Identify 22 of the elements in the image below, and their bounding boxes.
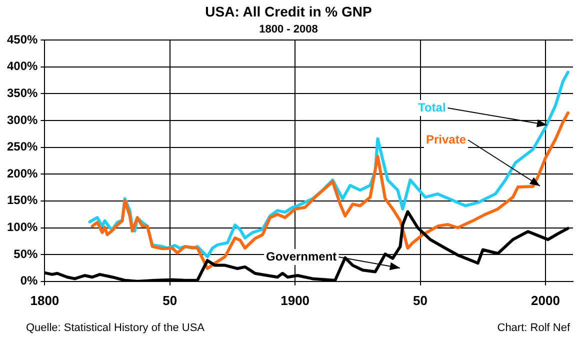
y-tick-label: 150% <box>6 193 38 208</box>
text: Total <box>418 100 446 114</box>
x-tick-label: 1900 <box>280 292 310 308</box>
y-tick-label: 250% <box>6 140 38 154</box>
x-tick-label: 50 <box>413 292 428 308</box>
text: Private <box>426 132 466 146</box>
chart-subtitle: 1800 - 2008 <box>259 23 318 36</box>
chart-title: USA: All Credit in % GNP <box>205 3 372 20</box>
x-tick-label: 2000 <box>530 292 560 308</box>
y-tick-label: 400% <box>6 59 38 74</box>
x-tick-label: 1800 <box>30 292 60 308</box>
y-tick-label: 350% <box>6 86 38 100</box>
text: Chart: Rolf Nef <box>497 322 571 334</box>
y-tick-label: 0% <box>20 274 38 288</box>
y-tick-label: 50% <box>14 246 38 261</box>
source-note: Quelle: Statistical History of the USA <box>26 322 206 334</box>
y-tick-label: 200% <box>6 166 38 180</box>
y-tick-label: 450% <box>6 32 38 46</box>
y-tick-label: 100% <box>6 220 38 234</box>
series-label: Government <box>266 249 337 264</box>
x-tick-label: 50 <box>162 292 178 308</box>
y-tick-label: 300% <box>6 112 38 127</box>
